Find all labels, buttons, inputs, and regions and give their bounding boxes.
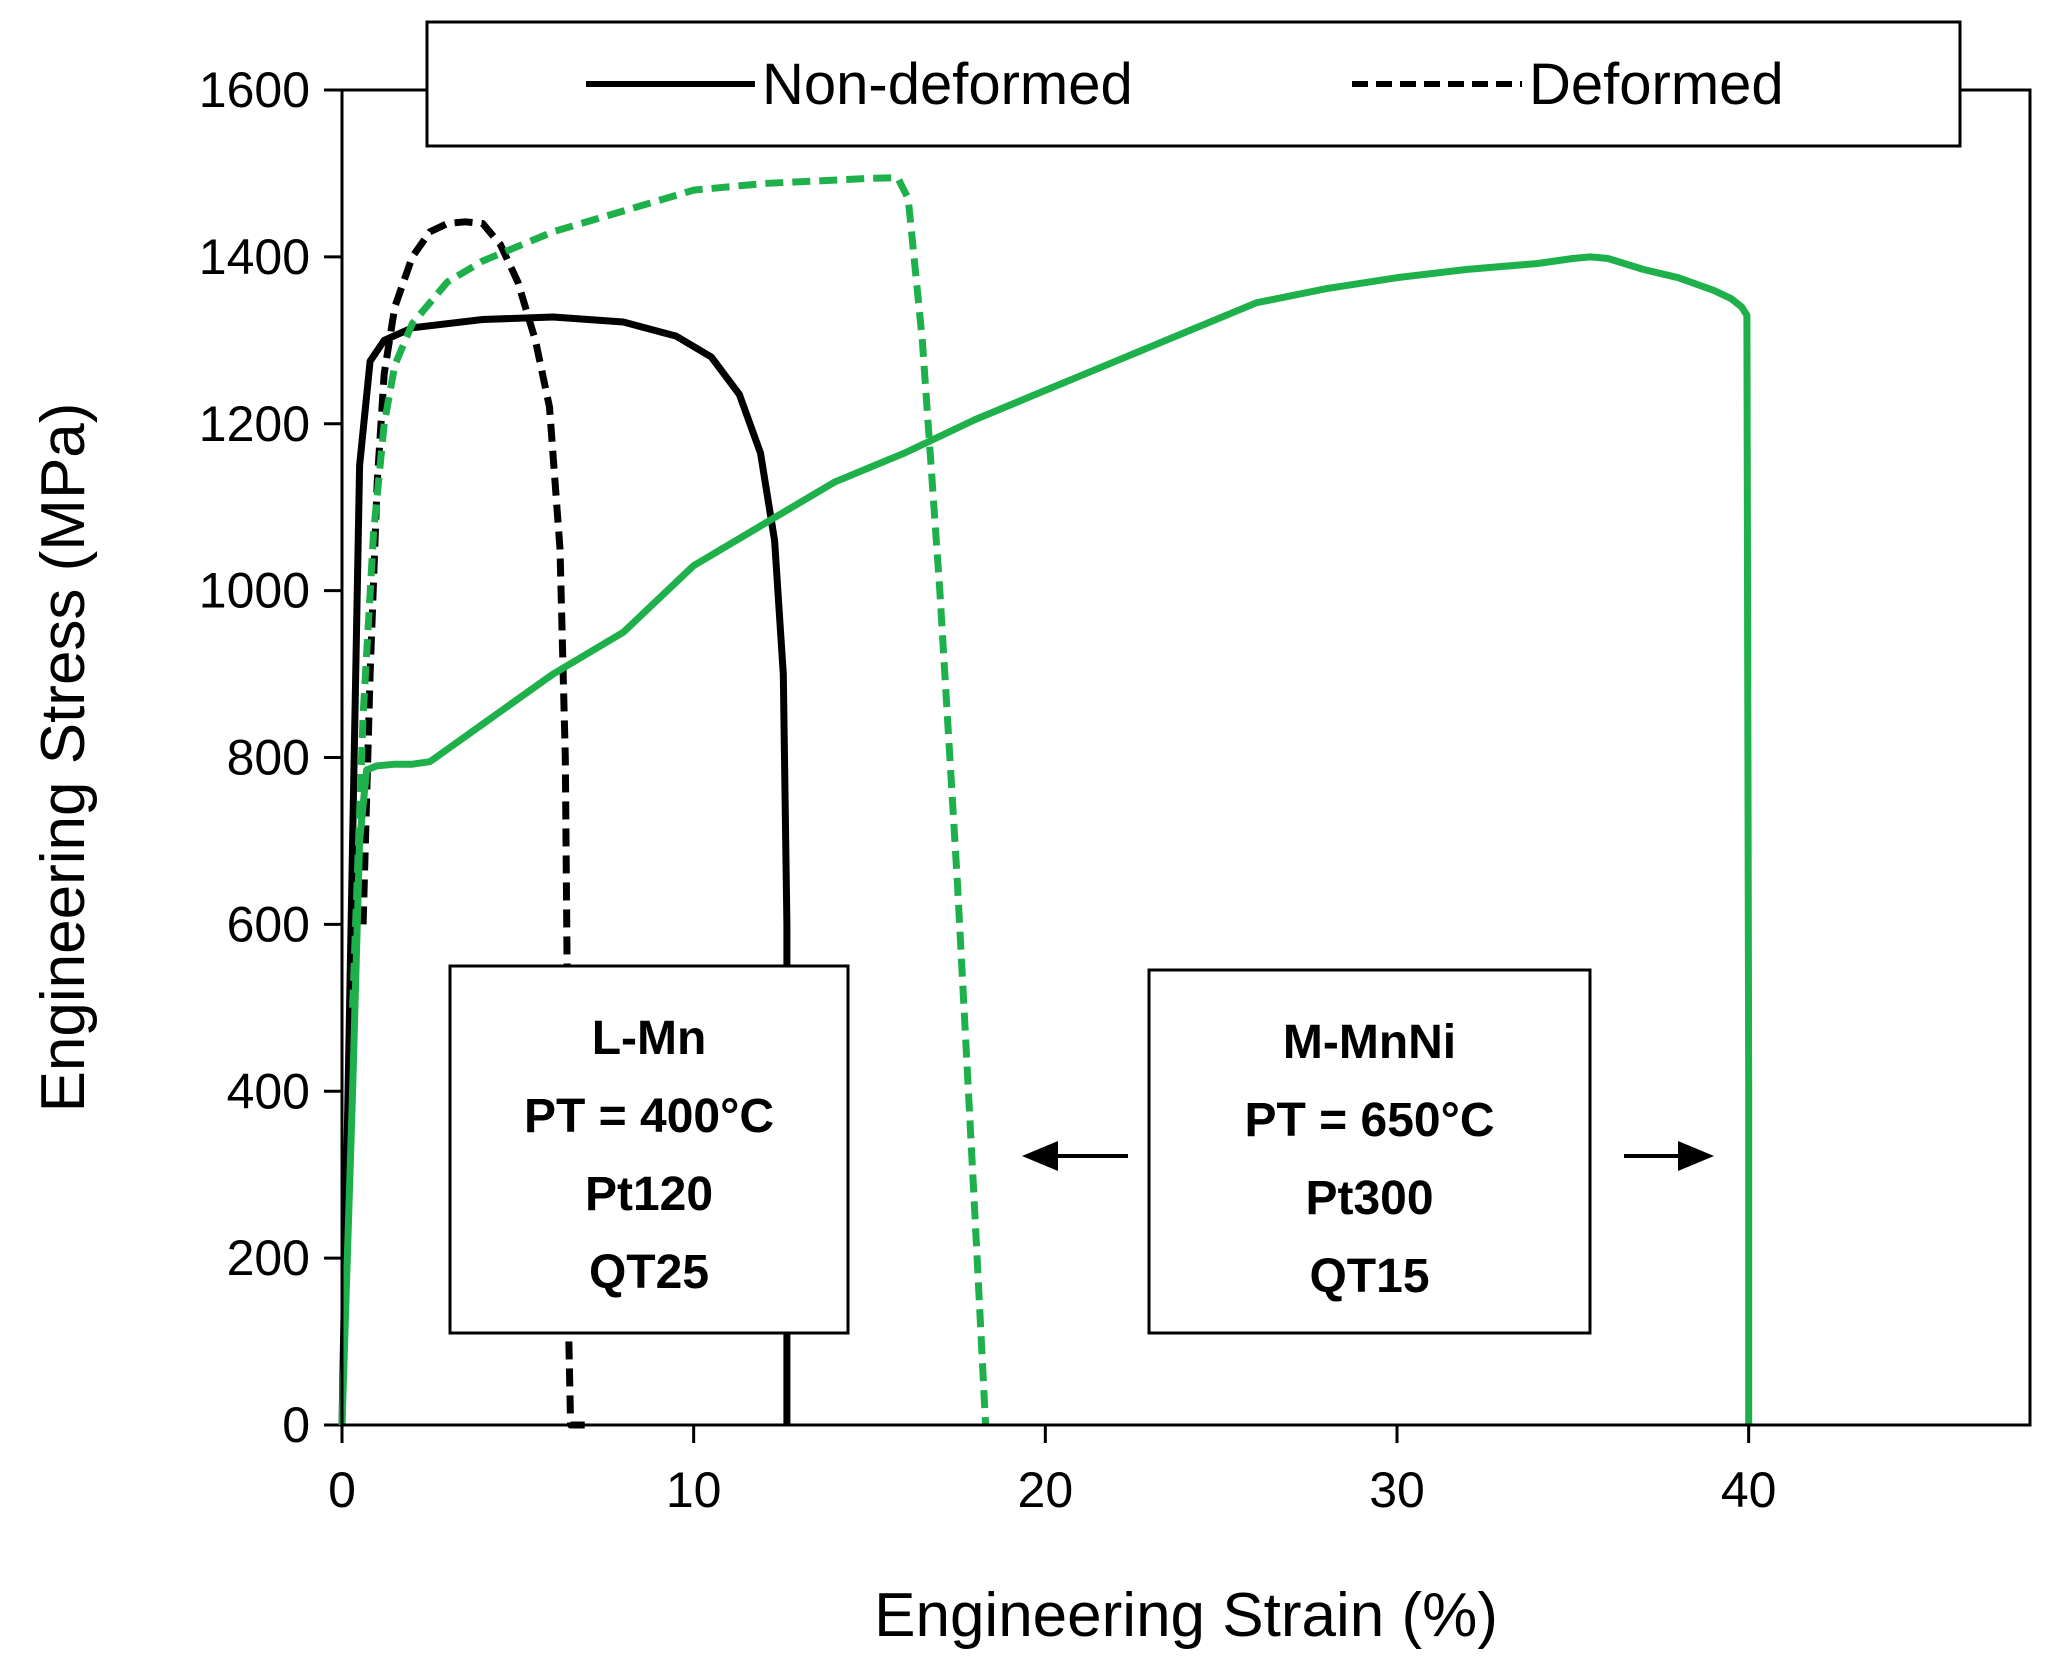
l-mn-box-line: L-Mn bbox=[592, 1012, 707, 1065]
legend-label-deformed: Deformed bbox=[1529, 52, 1784, 117]
m-mnni-box bbox=[1147, 968, 1592, 1335]
tick-layer: 0 200 400 600 800 1000 1200 1400 1600 0 10 20 30 40 bbox=[199, 62, 1777, 1518]
x-tick-label: 0 bbox=[328, 1462, 356, 1518]
m-mnni-box-line: QT15 bbox=[1309, 1250, 1429, 1303]
y-tick-label: 0 bbox=[282, 1397, 310, 1453]
arrow-right-icon bbox=[1678, 1141, 1714, 1171]
x-tick-label: 30 bbox=[1369, 1462, 1425, 1518]
l-mn-box-line: QT25 bbox=[589, 1246, 709, 1299]
m-mnni-box-line: Pt300 bbox=[1305, 1172, 1433, 1225]
l-mn-box-line: Pt120 bbox=[585, 1168, 713, 1221]
y-tick-label: 1000 bbox=[199, 563, 310, 619]
arrow-left-icon bbox=[1022, 1141, 1058, 1171]
y-tick-label: 200 bbox=[227, 1230, 310, 1286]
m-mnni-box-line: M-MnNi bbox=[1283, 1016, 1456, 1069]
series-line-l-mn-deformed bbox=[359, 218, 585, 1429]
annotation-layer: L-Mn PT = 400°C Pt120 QT25 M-MnNi PT = 6… bbox=[448, 964, 1714, 1335]
x-tick-label: 40 bbox=[1721, 1462, 1777, 1518]
y-axis-title: Engineering Stress (MPa) bbox=[29, 403, 98, 1113]
x-tick-label: 10 bbox=[666, 1462, 722, 1518]
series-line-l-mn-non-deformed bbox=[338, 313, 791, 1426]
y-tick-label: 1200 bbox=[199, 396, 310, 452]
y-tick-label: 400 bbox=[227, 1063, 310, 1119]
x-tick-label: 20 bbox=[1018, 1462, 1074, 1518]
y-tick-label: 1400 bbox=[199, 229, 310, 285]
series-layer bbox=[338, 174, 1753, 1429]
series-line-m-mnni-non-deformed bbox=[338, 253, 1753, 1426]
m-mnni-box-line: PT = 650°C bbox=[1245, 1094, 1495, 1147]
l-mn-box-line: PT = 400°C bbox=[524, 1090, 774, 1143]
y-tick-label: 1600 bbox=[199, 62, 310, 118]
legend-label-non-deformed: Non-deformed bbox=[762, 52, 1133, 117]
y-tick-label: 600 bbox=[227, 896, 310, 952]
y-tick-label: 800 bbox=[227, 730, 310, 786]
x-axis-title: Engineering Strain (%) bbox=[874, 1581, 1498, 1650]
legend: Non-deformed Deformed bbox=[425, 20, 1962, 148]
series-line-m-mnni-deformed bbox=[349, 174, 990, 1426]
l-mn-box bbox=[448, 964, 850, 1335]
